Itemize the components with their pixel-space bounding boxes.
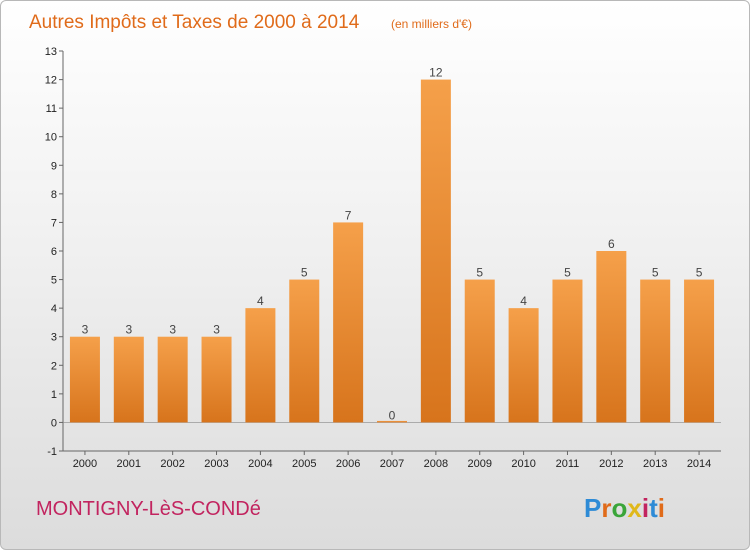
x-tick-label: 2009 xyxy=(467,458,491,470)
x-tick-label: 2007 xyxy=(380,458,404,470)
x-tick-label: 2010 xyxy=(511,458,535,470)
data-label: 12 xyxy=(429,66,443,80)
bar xyxy=(508,308,539,423)
y-tick-label: 6 xyxy=(51,246,57,258)
y-tick-label: 2 xyxy=(51,360,57,372)
commune-name: MONTIGNY-LèS-CONDé xyxy=(36,498,261,520)
proxiti-logo: Proxiti xyxy=(584,493,665,523)
bar xyxy=(333,222,364,423)
bar xyxy=(596,251,627,423)
bar xyxy=(464,279,495,423)
y-tick-label: -1 xyxy=(47,446,57,458)
bar xyxy=(201,336,232,423)
bar xyxy=(69,336,100,423)
data-label: 7 xyxy=(345,208,352,222)
bar xyxy=(552,279,583,423)
data-label: 4 xyxy=(257,294,264,308)
data-label: 5 xyxy=(696,266,703,280)
x-tick-label: 2013 xyxy=(643,458,667,470)
y-tick-label: 1 xyxy=(51,389,57,401)
x-tick-label: 2001 xyxy=(117,458,141,470)
bar xyxy=(420,79,451,423)
x-tick-label: 2005 xyxy=(292,458,316,470)
data-label: 0 xyxy=(389,408,396,422)
y-tick-label: 5 xyxy=(51,275,57,287)
data-label: 5 xyxy=(564,266,571,280)
x-tick-label: 2014 xyxy=(687,458,711,470)
data-label: 3 xyxy=(169,323,176,337)
data-label: 3 xyxy=(125,323,132,337)
bar xyxy=(245,308,276,423)
x-tick-label: 2008 xyxy=(424,458,448,470)
bar xyxy=(640,279,671,423)
bar xyxy=(113,336,144,423)
data-label: 5 xyxy=(652,266,659,280)
y-tick-label: 0 xyxy=(51,417,57,429)
x-tick-label: 2000 xyxy=(73,458,97,470)
x-tick-label: 2002 xyxy=(160,458,184,470)
data-label: 4 xyxy=(520,294,527,308)
y-tick-label: 9 xyxy=(51,160,57,172)
y-tick-label: 3 xyxy=(51,332,57,344)
x-tick-label: 2012 xyxy=(599,458,623,470)
y-tick-label: 11 xyxy=(46,103,57,115)
data-label: 5 xyxy=(476,266,483,280)
x-tick-label: 2006 xyxy=(336,458,360,470)
data-label: 5 xyxy=(301,266,308,280)
data-label: 6 xyxy=(608,237,615,251)
bar xyxy=(289,279,320,423)
chart-subtitle: (en milliers d'€) xyxy=(391,17,472,31)
y-tick-label: 4 xyxy=(51,303,57,315)
bar xyxy=(684,279,715,423)
bar xyxy=(377,420,407,423)
y-tick-label: 8 xyxy=(51,189,57,201)
chart-title: Autres Impôts et Taxes de 2000 à 2014 xyxy=(29,12,360,33)
y-tick-label: 7 xyxy=(51,217,57,229)
x-tick-label: 2004 xyxy=(248,458,272,470)
y-tick-label: 13 xyxy=(45,46,57,58)
x-tick-label: 2003 xyxy=(204,458,228,470)
data-label: 3 xyxy=(213,323,220,337)
bar xyxy=(157,336,188,423)
y-tick-label: 10 xyxy=(45,132,57,144)
x-tick-label: 2011 xyxy=(556,458,580,470)
bars: 3 3 3 3 4 5 7 0 12 5 4 5 6 5 5 xyxy=(69,66,715,423)
data-label: 3 xyxy=(82,323,89,337)
y-tick-label: 12 xyxy=(45,75,57,87)
